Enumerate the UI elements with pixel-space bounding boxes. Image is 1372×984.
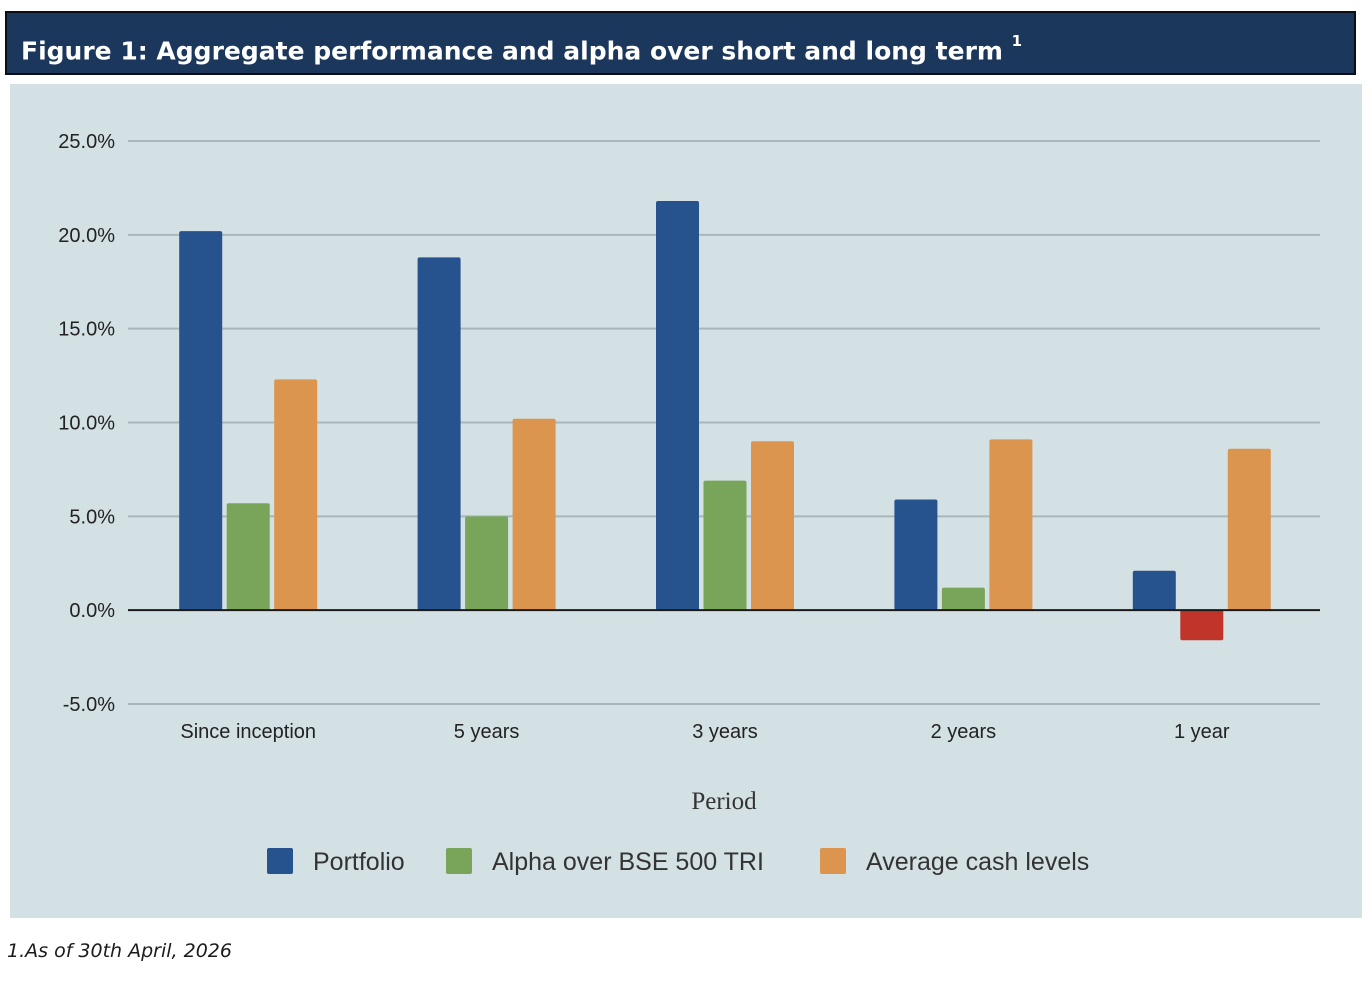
figure-title-bar: Figure 1: Aggregate performance and alph…: [5, 11, 1356, 75]
legend-swatch: [446, 848, 472, 874]
bar: [274, 379, 318, 611]
y-tick-label: 5.0%: [69, 506, 115, 528]
x-axis-label: Period: [691, 788, 757, 815]
bar: [894, 499, 938, 611]
x-tick-label: 3 years: [692, 721, 758, 743]
bar: [989, 439, 1033, 611]
bar-chart: 25.0% 20.0% 15.0% 10.0% 5.0% 0.0% -5.0% Since …: [58, 131, 1320, 876]
y-tick-label: 10.0%: [58, 413, 115, 435]
figure-title: Figure 1: Aggregate performance and alph…: [21, 36, 1003, 66]
bar: [1132, 570, 1176, 611]
footnote: 1.As of 30th April, 2026: [7, 940, 232, 962]
y-tick-label: 20.0%: [58, 225, 115, 247]
y-tick-label: 0.0%: [69, 600, 115, 622]
bar: [226, 503, 270, 611]
bar: [1227, 448, 1271, 611]
x-tick-label: Since inception: [180, 721, 316, 743]
x-tick-label: 2 years: [931, 721, 997, 743]
legend-swatch: [820, 848, 846, 874]
bar: [751, 441, 794, 611]
x-axis-tick-labels: Since inception 5 years 3 years 2 years 1 ye…: [180, 721, 1230, 743]
y-tick-label: 15.0%: [58, 319, 115, 341]
bar: [465, 516, 509, 611]
bar: [656, 201, 699, 611]
bar: [941, 587, 985, 611]
chart-panel: 25.0% 20.0% 15.0% 10.0% 5.0% 0.0% -5.0% Since …: [10, 84, 1362, 918]
x-tick-label: 1 year: [1174, 721, 1230, 743]
legend-label: Alpha over BSE 500 TRI: [492, 848, 764, 876]
x-tick-label: 5 years: [454, 721, 520, 743]
legend: Portfolio Alpha over BSE 500 TRI Average c…: [267, 848, 1089, 876]
bar: [179, 231, 223, 611]
legend-label: Average cash levels: [866, 848, 1089, 876]
y-tick-label: 25.0%: [58, 131, 115, 153]
bar: [512, 418, 556, 611]
bar: [703, 480, 747, 611]
bar: [417, 257, 461, 611]
figure-title-superscript: 1: [1011, 32, 1023, 50]
y-tick-label: -5.0%: [63, 694, 115, 716]
bar: [1180, 610, 1224, 641]
legend-swatch: [267, 848, 293, 874]
bars: [179, 201, 1271, 641]
legend-label: Portfolio: [313, 848, 405, 876]
y-axis-tick-labels: 25.0% 20.0% 15.0% 10.0% 5.0% 0.0% -5.0%: [58, 131, 115, 716]
